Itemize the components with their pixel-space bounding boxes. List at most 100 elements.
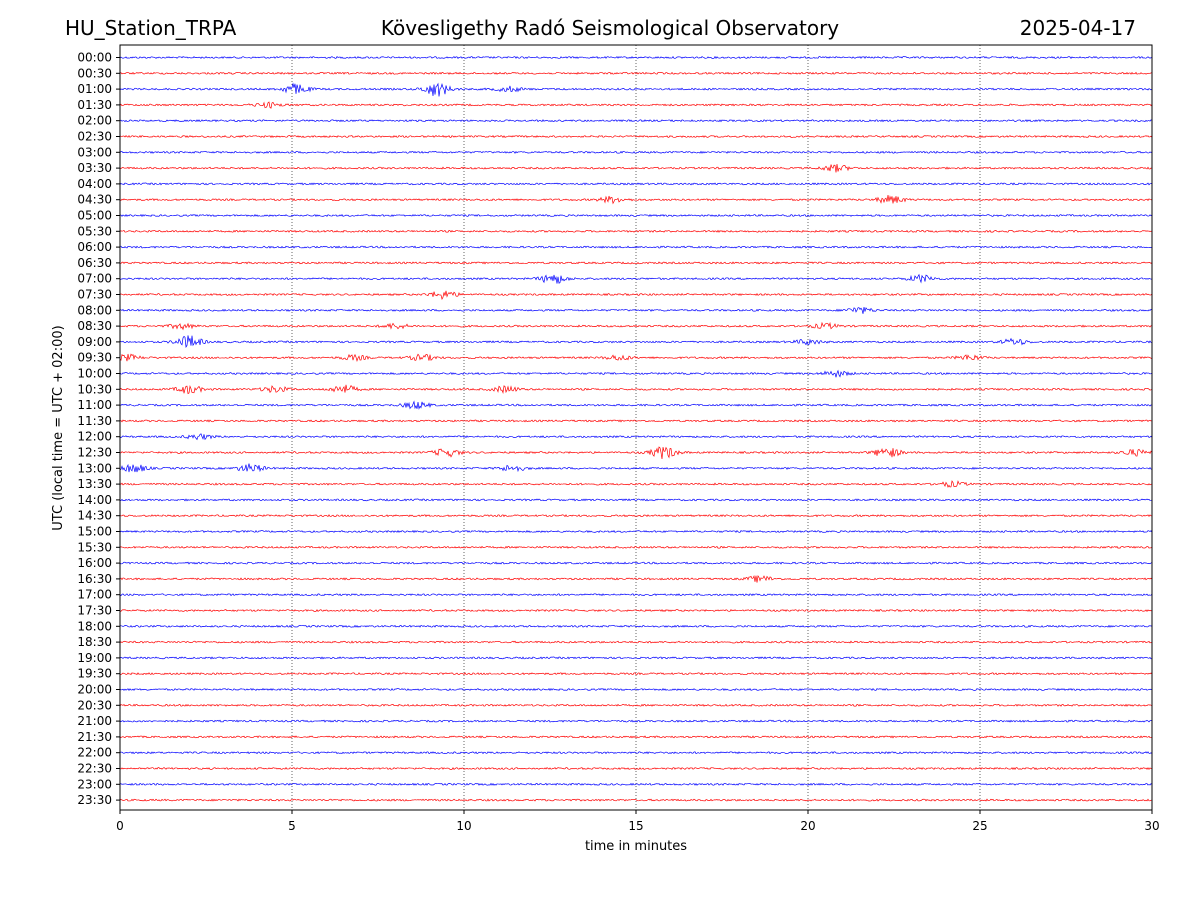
trace-0230 [119, 134, 1153, 139]
y-tick-label-2330: 23:30 [77, 793, 112, 807]
trace-0830 [119, 321, 1153, 331]
trace-1400 [119, 498, 1153, 502]
y-tick-label-1800: 18:00 [77, 619, 112, 633]
y-tick-label-0800: 08:00 [77, 303, 112, 317]
trace-1100 [119, 400, 1153, 410]
trace-1700 [119, 593, 1153, 597]
y-tick-label-1730: 17:30 [77, 604, 112, 618]
trace-1000 [119, 369, 1153, 378]
trace-1530 [119, 545, 1153, 549]
y-tick-label-0100: 01:00 [77, 82, 112, 96]
trace-1300 [119, 463, 1153, 473]
trace-2200 [119, 751, 1153, 755]
y-tick-label-2130: 21:30 [77, 730, 112, 744]
trace-1030 [119, 384, 1153, 395]
trace-0930 [119, 353, 1153, 363]
x-axis: 0 5 10 15 20 25 30 [116, 810, 1160, 833]
y-tick-label-1900: 19:00 [77, 651, 112, 665]
y-tick-label-0400: 04:00 [77, 177, 112, 191]
trace-1500 [119, 529, 1153, 534]
y-tick-label-0300: 03:00 [77, 145, 112, 159]
trace-2230 [119, 767, 1153, 771]
x-tick-label-5: 5 [288, 819, 296, 833]
trace-0600 [119, 245, 1153, 249]
trace-0500 [119, 213, 1153, 218]
y-tick-label-1630: 16:30 [77, 572, 112, 586]
y-tick-label-1600: 16:00 [77, 556, 112, 570]
trace-0330 [119, 163, 1153, 173]
y-tick-label-0200: 02:00 [77, 114, 112, 128]
y-tick-label-1700: 17:00 [77, 588, 112, 602]
x-tick-label-0: 0 [116, 819, 124, 833]
y-tick-label-2100: 21:00 [77, 714, 112, 728]
y-tick-label-0830: 08:30 [77, 319, 112, 333]
y-tick-label-1400: 14:00 [77, 493, 112, 507]
trace-0100 [119, 82, 1153, 97]
trace-0130 [119, 101, 1153, 109]
trace-1130 [119, 419, 1153, 423]
y-tick-label-1030: 10:30 [77, 382, 112, 396]
trace-1730 [119, 609, 1153, 613]
trace-0900 [119, 335, 1153, 348]
y-tick-label-2000: 20:00 [77, 683, 112, 697]
trace-0730 [119, 290, 1153, 300]
x-tick-label-15: 15 [628, 819, 643, 833]
x-tick-label-10: 10 [456, 819, 471, 833]
trace-1330 [119, 480, 1153, 488]
y-tick-label-0900: 09:00 [77, 335, 112, 349]
station-title: HU_Station_TRPA [65, 16, 237, 40]
y-tick-label-2200: 22:00 [77, 746, 112, 760]
trace-1930 [119, 672, 1153, 676]
trace-0200 [119, 119, 1153, 123]
trace-1430 [119, 514, 1153, 518]
trace-1830 [119, 640, 1153, 644]
y-tick-label-0730: 07:30 [77, 288, 112, 302]
traces-group [119, 55, 1153, 802]
trace-1900 [119, 656, 1153, 660]
trace-1800 [119, 624, 1153, 628]
trace-1630 [119, 574, 1153, 583]
observatory-title: Kövesligethy Radó Seismological Observat… [380, 16, 840, 40]
y-tick-label-0930: 09:30 [77, 351, 112, 365]
grid-lines [291, 45, 981, 810]
trace-2000 [119, 687, 1153, 692]
x-tick-label-20: 20 [800, 819, 815, 833]
y-axis-label: UTC (local time = UTC + 02:00) [51, 325, 66, 530]
y-tick-label-0130: 01:30 [77, 98, 112, 112]
trace-2030 [119, 703, 1153, 707]
trace-0430 [119, 194, 1153, 205]
trace-2300 [119, 782, 1153, 786]
y-tick-label-2230: 22:30 [77, 762, 112, 776]
trace-0630 [119, 261, 1153, 265]
y-tick-label-0330: 03:30 [77, 161, 112, 175]
y-tick-label-0430: 04:30 [77, 193, 112, 207]
y-tick-label-0030: 00:30 [77, 66, 112, 80]
y-tick-label-1530: 15:30 [77, 540, 112, 554]
trace-1200 [119, 433, 1153, 441]
trace-1600 [119, 561, 1153, 565]
trace-0400 [119, 182, 1153, 186]
trace-2330 [119, 798, 1153, 802]
x-tick-label-25: 25 [972, 819, 987, 833]
y-tick-label-0230: 02:30 [77, 130, 112, 144]
y-tick-label-0500: 05:00 [77, 209, 112, 223]
y-tick-label-1930: 19:30 [77, 667, 112, 681]
y-tick-label-2030: 20:30 [77, 698, 112, 712]
trace-0800 [119, 307, 1153, 314]
y-tick-label-2300: 23:00 [77, 777, 112, 791]
date-title: 2025-04-17 [1019, 16, 1136, 40]
trace-1230 [119, 446, 1153, 460]
trace-2100 [119, 719, 1153, 723]
y-tick-label-0000: 00:00 [77, 51, 112, 65]
y-tick-label-1200: 12:00 [77, 430, 112, 444]
x-tick-label-30: 30 [1144, 819, 1159, 833]
y-tick-label-1000: 10:00 [77, 367, 112, 381]
trace-0300 [119, 150, 1153, 154]
y-tick-label-1430: 14:30 [77, 509, 112, 523]
trace-0030 [119, 71, 1153, 75]
y-tick-label-1330: 13:30 [77, 477, 112, 491]
trace-0530 [119, 229, 1153, 233]
y-tick-label-0630: 06:30 [77, 256, 112, 270]
